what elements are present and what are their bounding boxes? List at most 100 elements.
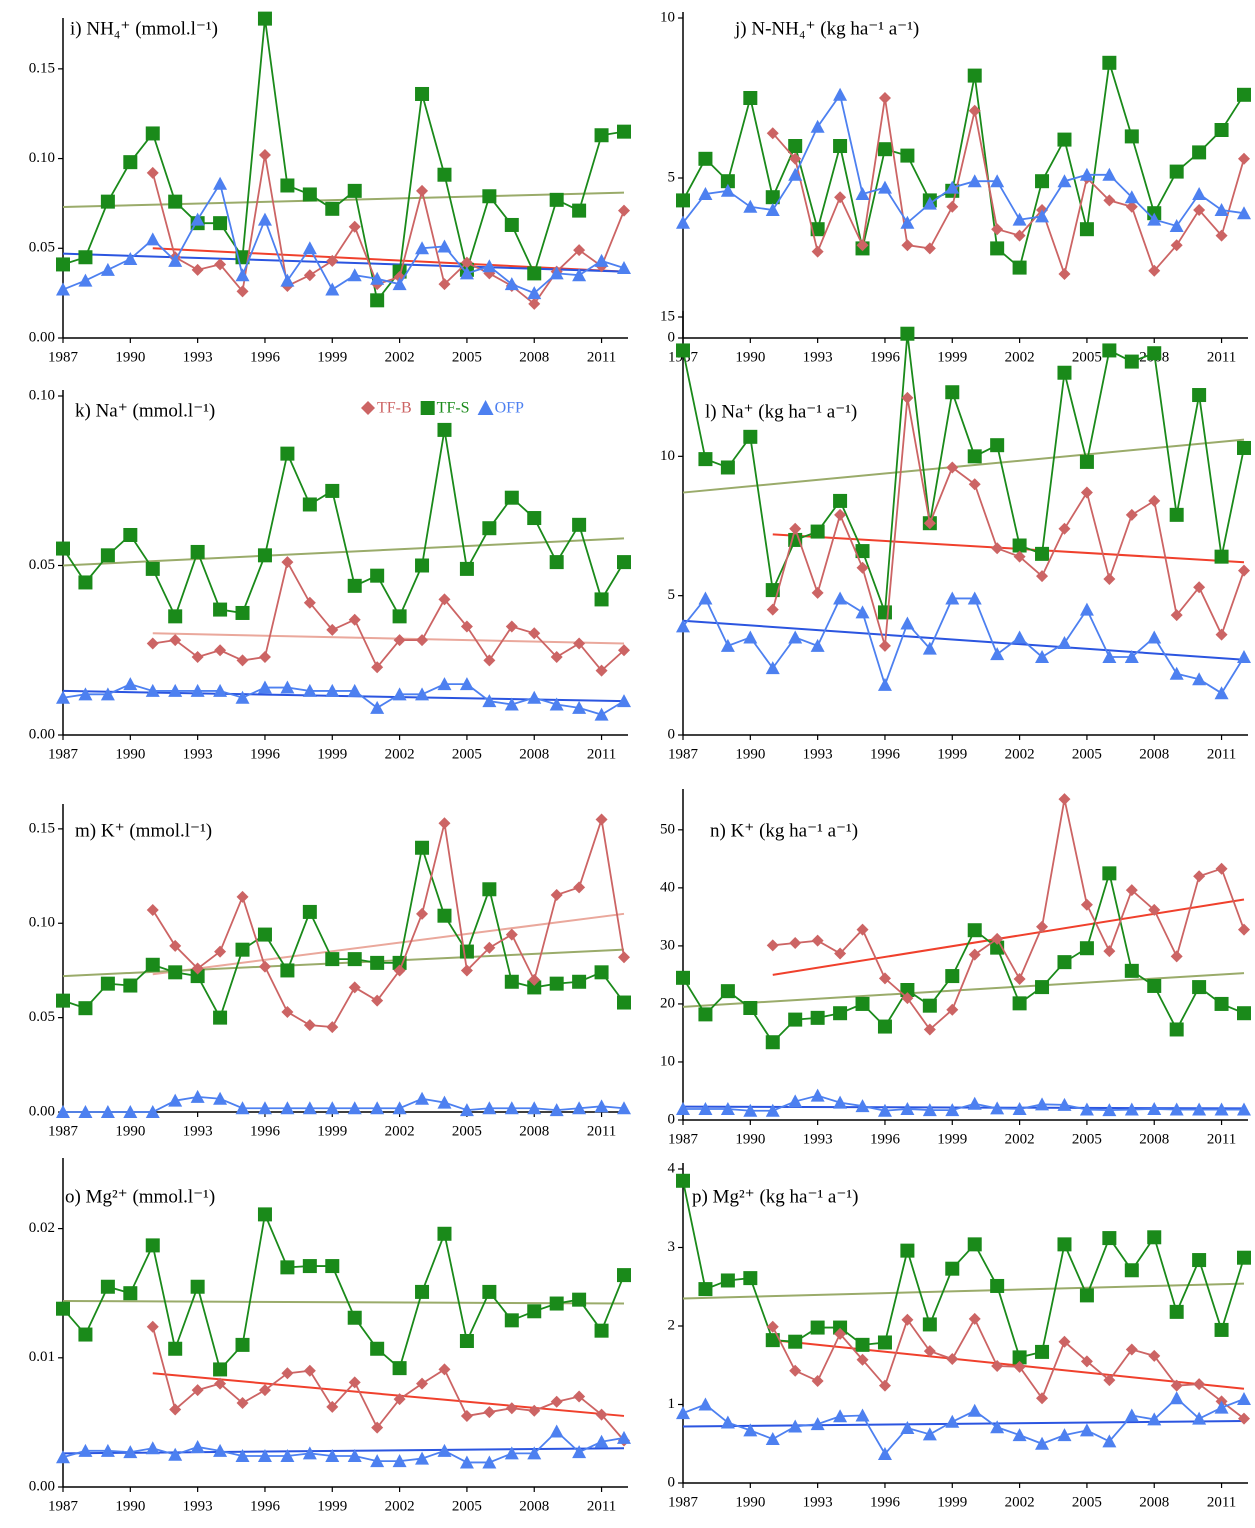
data-point	[168, 609, 183, 624]
data-point	[1192, 388, 1207, 403]
x-tick-label: 1999	[937, 1131, 967, 1147]
data-point	[482, 694, 497, 708]
legend-label: TF-B	[377, 400, 412, 417]
data-point	[213, 1362, 228, 1377]
data-point	[617, 1430, 631, 1444]
data-point	[618, 204, 630, 217]
y-tick-label: 10	[660, 9, 675, 25]
data-point	[1169, 164, 1184, 179]
data-point	[528, 973, 541, 986]
data-point	[146, 1320, 159, 1333]
data-point	[325, 1448, 340, 1462]
data-point	[1079, 454, 1094, 469]
data-point	[945, 180, 960, 194]
data-point	[100, 1105, 115, 1118]
data-point	[123, 1445, 138, 1459]
data-point	[280, 1101, 295, 1115]
data-point	[743, 1103, 758, 1117]
data-point	[991, 932, 1004, 945]
series-line	[772, 798, 1245, 1031]
data-point	[371, 994, 384, 1007]
data-point	[280, 1448, 295, 1462]
x-tick-label: 2011	[587, 349, 616, 365]
data-point	[325, 1101, 340, 1115]
data-point	[990, 174, 1005, 188]
x-tick-label: 2002	[1005, 349, 1035, 365]
data-point	[901, 239, 914, 252]
data-point	[676, 1101, 690, 1115]
data-point	[743, 91, 758, 105]
data-point	[1102, 167, 1117, 181]
data-point	[257, 927, 272, 942]
data-point	[1147, 212, 1162, 226]
data-point	[594, 1434, 609, 1448]
panel-title: o) Mg²⁺ (mmol.l⁻¹)	[65, 1186, 215, 1207]
data-point	[214, 258, 227, 271]
data-point	[1012, 538, 1027, 553]
data-point	[945, 1103, 960, 1117]
data-point	[550, 1395, 563, 1408]
data-point	[56, 690, 70, 704]
data-point	[302, 1446, 317, 1460]
data-point	[169, 1403, 182, 1416]
y-tick-label: 0.01	[29, 1349, 55, 1365]
data-point	[1238, 152, 1250, 165]
data-point	[123, 252, 138, 266]
series-line	[63, 1095, 625, 1113]
data-point	[855, 544, 870, 559]
data-point	[1215, 229, 1228, 242]
series-line	[682, 62, 1245, 270]
data-point	[168, 965, 183, 980]
series-line	[152, 559, 625, 672]
data-point	[235, 1448, 250, 1462]
data-point	[676, 1406, 690, 1420]
data-point	[100, 687, 115, 701]
data-point	[438, 817, 451, 830]
data-point	[459, 1334, 474, 1349]
data-point	[100, 548, 115, 563]
data-point	[1036, 1392, 1049, 1405]
data-point	[100, 262, 115, 276]
data-point	[676, 619, 690, 633]
data-point	[789, 1364, 802, 1377]
data-point	[573, 881, 586, 894]
data-point	[765, 661, 780, 675]
data-point	[415, 1091, 430, 1105]
data-point	[371, 1421, 384, 1434]
data-point	[100, 194, 115, 209]
data-point	[370, 1101, 385, 1115]
data-point	[1193, 204, 1206, 216]
x-tick-label: 1996	[250, 1498, 281, 1514]
x-tick-label: 1990	[115, 1123, 145, 1139]
data-point	[549, 976, 564, 991]
data-point	[765, 190, 780, 205]
data-point	[325, 483, 340, 498]
data-point	[572, 1445, 587, 1459]
data-point	[1102, 649, 1117, 663]
data-point	[438, 1363, 451, 1376]
data-point	[810, 222, 825, 237]
data-point	[190, 683, 205, 697]
data-point	[280, 963, 295, 978]
legend-label: TF-S	[437, 400, 470, 417]
data-point	[922, 1317, 937, 1332]
trend-line	[62, 1299, 625, 1305]
data-point	[1214, 1400, 1229, 1414]
data-point	[1057, 955, 1072, 970]
data-point	[528, 297, 541, 310]
data-point	[1192, 1102, 1207, 1116]
data-point	[1125, 884, 1138, 897]
data-point	[257, 11, 272, 26]
data-point	[235, 1337, 250, 1352]
data-point	[257, 1101, 272, 1115]
data-point	[1170, 239, 1183, 252]
x-tick-label: 2005	[1072, 349, 1102, 365]
data-point	[528, 627, 541, 640]
data-point	[720, 1273, 735, 1288]
y-tick-label: 30	[660, 937, 675, 953]
data-point	[901, 1313, 914, 1326]
data-point	[572, 700, 587, 714]
data-point	[967, 1096, 982, 1110]
data-point	[191, 263, 204, 276]
series-line	[682, 869, 1245, 1044]
